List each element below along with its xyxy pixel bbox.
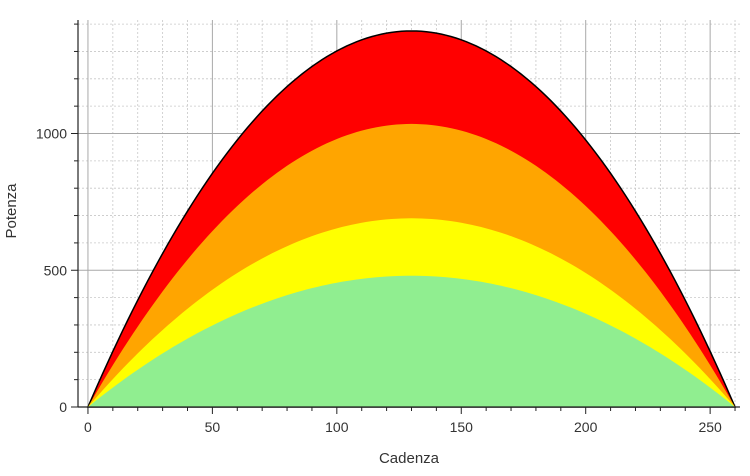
area-series: [86, 30, 737, 408]
x-tick-label: 0: [84, 419, 92, 435]
tick-labels: 0 50 100 150 200 250 0 500 1000: [36, 126, 722, 435]
area-band-4: [87, 275, 736, 407]
y-tick-label: 1000: [36, 126, 67, 142]
x-tick-label: 200: [574, 419, 598, 435]
x-tick-label: 250: [698, 419, 722, 435]
x-axis-title: Cadenza: [379, 450, 440, 467]
y-tick-label: 500: [44, 262, 68, 278]
y-axis-title: Potenza: [3, 183, 20, 239]
axes: [71, 20, 740, 414]
x-tick-label: 50: [205, 419, 221, 435]
y-tick-label: 0: [59, 399, 67, 415]
x-tick-label: 100: [325, 419, 349, 435]
x-tick-label: 150: [450, 419, 474, 435]
